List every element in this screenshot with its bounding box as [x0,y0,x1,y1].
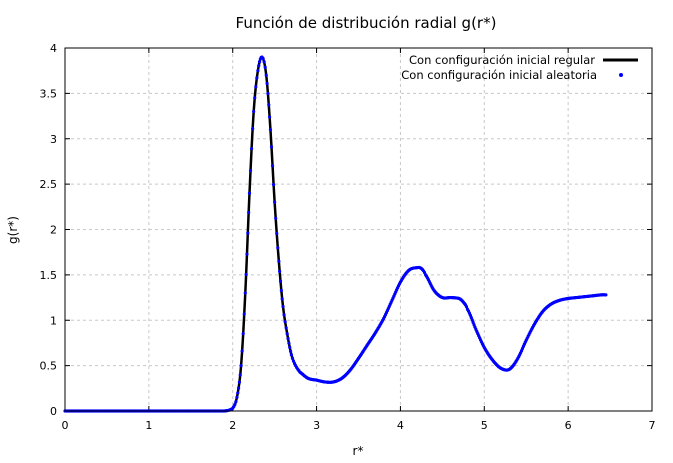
data-point [262,60,266,64]
x-tick-label: 1 [145,419,152,432]
chart-title: Función de distribución radial g(r*) [236,14,497,32]
data-point [255,76,259,80]
x-tick-label: 6 [565,419,572,432]
data-point [282,313,286,317]
plot-frame [64,47,653,412]
data-point [237,380,242,384]
data-point [257,64,261,68]
data-point [604,293,608,297]
data-point [464,304,469,309]
data-point [278,279,283,283]
data-point [251,127,255,131]
data-point [286,337,290,341]
y-tick-label: 2.5 [40,178,58,191]
x-tick-label: 2 [229,419,236,432]
data-point [238,373,242,377]
data-point [249,147,254,151]
series-points-random [63,55,608,413]
data-point [268,128,273,132]
x-tick-label: 7 [649,419,656,432]
y-tick-label: 2 [50,224,57,237]
legend-label-random: Con configuración inicial aleatoria [401,68,597,82]
grid [65,48,652,411]
data-point [471,320,475,324]
data-point [235,395,239,399]
data-point [246,231,250,235]
data-point [244,272,248,277]
data-point [470,318,474,322]
data-point [469,315,473,320]
data-point [276,246,280,250]
legend-label-regular: Con configuración inicial regular [409,53,595,67]
data-point [253,96,257,100]
data-point [240,349,244,353]
x-tick-label: 5 [481,419,488,432]
y-tick-label: 3 [50,133,57,146]
data-point [233,403,237,407]
data-point [285,332,289,336]
data-point [266,91,270,96]
data-point [263,65,267,69]
data-point [248,168,253,173]
data-point [245,252,249,256]
data-point [287,341,291,345]
data-point [239,364,243,368]
data-point [279,288,283,293]
y-tick-label: 1 [50,314,57,327]
y-tick-label: 4 [50,42,57,55]
data-point [267,103,271,107]
data-point [271,183,276,187]
data-point [236,386,241,390]
data-point [236,391,240,395]
data-point [284,326,288,330]
data-point [265,81,269,86]
y-tick-label: 1.5 [40,269,58,282]
data-point [243,291,247,295]
data-point [278,269,282,274]
legend: Con configuración inicial regular Con co… [401,53,638,82]
y-tick-label: 3.5 [40,87,58,100]
data-point [241,331,245,336]
data-point [274,216,278,220]
x-tick-label: 4 [397,419,404,432]
data-point [242,312,246,316]
data-point [277,259,281,263]
legend-swatch-random [619,73,623,77]
data-point [269,145,274,149]
data-point [275,231,279,236]
data-point [273,200,277,204]
y-tick-label: 0.5 [40,360,58,373]
data-point [270,164,275,168]
x-axis-label: r* [353,444,364,458]
data-point [261,56,265,61]
x-tick-label: 0 [62,419,69,432]
data-point [288,349,293,353]
data-point [252,109,256,114]
data-point [254,85,258,89]
y-tick-label: 0 [50,405,57,418]
y-axis-label: g(r*) [6,216,20,244]
data-point [281,305,285,309]
data-point [247,191,252,195]
x-tick-label: 3 [313,419,320,432]
data-point [264,73,268,77]
data-point [234,400,238,404]
data-point [288,345,292,350]
data-point [268,115,272,119]
data-point [247,210,251,215]
data-point [283,320,287,324]
data-point [280,297,284,301]
data-point [257,60,262,64]
data-point [256,69,260,73]
data-point [290,356,295,360]
data-point [289,353,294,357]
